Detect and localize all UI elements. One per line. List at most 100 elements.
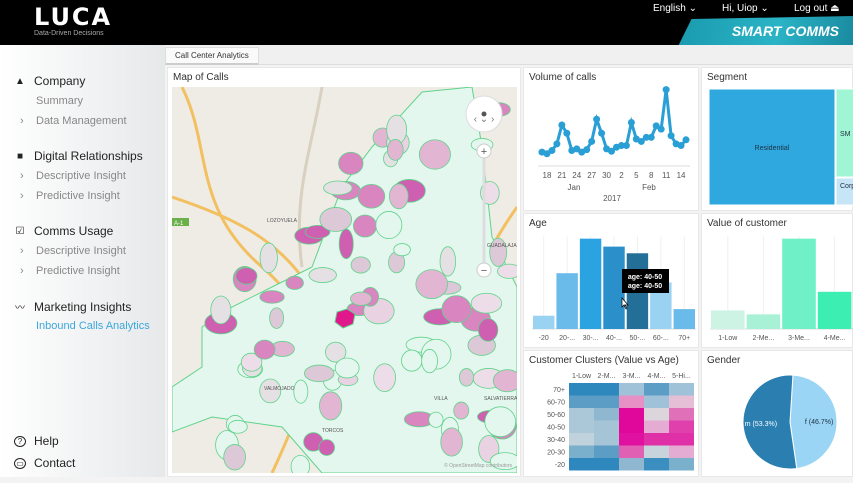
heatmap-row-label: 20-30 [547, 450, 565, 457]
heatmap-cell[interactable] [619, 383, 644, 396]
sidebar-section-marketing-insights[interactable]: 〰 Marketing Insights [14, 299, 131, 315]
bar[interactable] [533, 315, 555, 329]
heatmap-cell[interactable] [594, 433, 619, 446]
bar[interactable] [579, 238, 602, 329]
heatmap-cell[interactable] [669, 408, 694, 421]
heatmap-cell[interactable] [669, 433, 694, 446]
heatmap-cell[interactable] [569, 420, 594, 434]
cursor-icon [621, 297, 629, 310]
heatmap-cell[interactable] [594, 458, 619, 471]
heatmap-cell[interactable] [569, 383, 594, 396]
heatmap-cell[interactable] [619, 445, 644, 459]
bar[interactable] [746, 314, 781, 329]
heatmap-cell[interactable] [594, 395, 619, 409]
bar[interactable] [603, 246, 625, 329]
luca-logo[interactable]: LUCA [34, 3, 113, 31]
volume-point [548, 146, 556, 154]
sidebar-item[interactable]: › Predictive Insight [20, 190, 120, 202]
heatmap-cell[interactable] [644, 408, 669, 421]
zoom-out-button[interactable] [476, 262, 492, 278]
segment-cell[interactable] [835, 177, 853, 206]
sidebar-contact[interactable]: ▭ Contact [14, 456, 75, 470]
heatmap-cell[interactable] [569, 433, 594, 446]
heatmap-cell[interactable] [669, 395, 694, 409]
heatmap-cell[interactable] [594, 445, 619, 459]
heatmap-cell[interactable] [594, 408, 619, 421]
volume-point [637, 137, 645, 145]
sidebar-section-digital-relationships[interactable]: ■ Digital Relationships [14, 149, 143, 163]
heatmap-cell[interactable] [644, 458, 669, 471]
bar[interactable] [817, 291, 852, 329]
segment-cell[interactable] [835, 88, 853, 178]
heatmap-cell[interactable] [594, 420, 619, 434]
map-place-label: TORCOS [322, 428, 344, 434]
heatmap-cell[interactable] [569, 395, 594, 409]
bar[interactable] [650, 282, 672, 330]
heatmap-cell[interactable] [644, 395, 669, 409]
heatmap-cell[interactable] [669, 383, 694, 396]
bar[interactable] [556, 273, 578, 329]
sidebar-item[interactable]: › Data Management [20, 115, 127, 127]
heatmap-cell[interactable] [619, 433, 644, 446]
volume-point [563, 129, 571, 137]
x-tick-label: 20-... [559, 335, 575, 342]
briefcase-icon: ▲ [15, 75, 25, 87]
bar[interactable] [711, 310, 745, 329]
pie-slice-m[interactable] [742, 374, 798, 470]
municipality [415, 269, 448, 300]
bar[interactable] [673, 309, 695, 329]
heatmap-cell[interactable] [619, 408, 644, 421]
x-tick-label: 27 [587, 171, 596, 180]
segment-title: Segment [707, 72, 748, 83]
volume-line [541, 89, 688, 156]
heatmap-cell[interactable] [569, 445, 594, 459]
x-tick-label: 2-Me... [753, 335, 775, 342]
heatmap-cell[interactable] [619, 420, 644, 434]
logout-button[interactable]: Log out ⏏ [794, 3, 840, 14]
heatmap-cell[interactable] [569, 408, 594, 421]
sidebar-help[interactable]: ? Help [14, 434, 59, 448]
heatmap-cell[interactable] [619, 395, 644, 409]
municipality [269, 307, 285, 329]
value-title: Value of customer [707, 218, 787, 229]
bar[interactable] [782, 238, 816, 329]
municipality [259, 242, 278, 274]
tab-call-center-analytics[interactable]: Call Center Analytics [165, 47, 259, 65]
heatmap-cell[interactable] [594, 383, 619, 396]
sidebar-item[interactable]: › Descriptive Insight [20, 170, 126, 182]
sidebar-section-comms-usage[interactable]: ☑ Comms Usage [14, 224, 114, 238]
zoom-in-button[interactable] [476, 143, 492, 159]
heatmap-cell[interactable] [619, 458, 644, 471]
municipality [401, 349, 423, 372]
heatmap-cell[interactable] [669, 458, 694, 471]
segment-cell[interactable] [708, 88, 836, 206]
heatmap-cell[interactable] [644, 445, 669, 459]
heatmap-cell[interactable] [569, 458, 594, 471]
volume-point [588, 137, 596, 145]
heatmap-cell[interactable] [644, 383, 669, 396]
x-tick-label: 5 [634, 171, 639, 180]
heatmap-cell[interactable] [669, 445, 694, 459]
gender-pie: f (46.7%) m (53.3%) [742, 374, 838, 470]
language-dropdown[interactable]: English ⌄ [653, 3, 697, 14]
sidebar-item[interactable]: Inbound Calls Analytics [36, 320, 150, 332]
sidebar-item[interactable]: › Predictive Insight [20, 265, 120, 277]
clusters-title: Customer Clusters (Value vs Age) [529, 355, 679, 366]
sidebar-item[interactable]: › Descriptive Insight [20, 245, 126, 257]
sidebar-item[interactable]: Summary [36, 95, 84, 107]
heatmap-cell[interactable] [644, 420, 669, 434]
municipality [492, 369, 517, 393]
map-canvas[interactable]: ‹ ⌄ › + − A-1 LOZOYUELA GUADALAJA VALMOJADO TOR… [172, 87, 517, 473]
tab-bar: Call Center Analytics [165, 45, 853, 65]
sidebar-section-company[interactable]: ▲ Company [14, 74, 85, 88]
segment-label: Corp ion [840, 183, 853, 190]
pie-slice-f[interactable] [789, 374, 838, 470]
heatmap-cell[interactable] [669, 420, 694, 434]
heatmap-cell[interactable] [644, 433, 669, 446]
zoom-in-icon: + [481, 146, 487, 158]
age-chart: -20 20-... 30-... 40-... 50-... 60-... 70+ age:… [532, 236, 696, 342]
volume-title: Volume of calls [529, 72, 597, 83]
map-place-label: GUADALAJA [487, 243, 517, 249]
user-menu[interactable]: Hi, Uiop ⌄ [722, 3, 769, 14]
road [297, 87, 324, 268]
